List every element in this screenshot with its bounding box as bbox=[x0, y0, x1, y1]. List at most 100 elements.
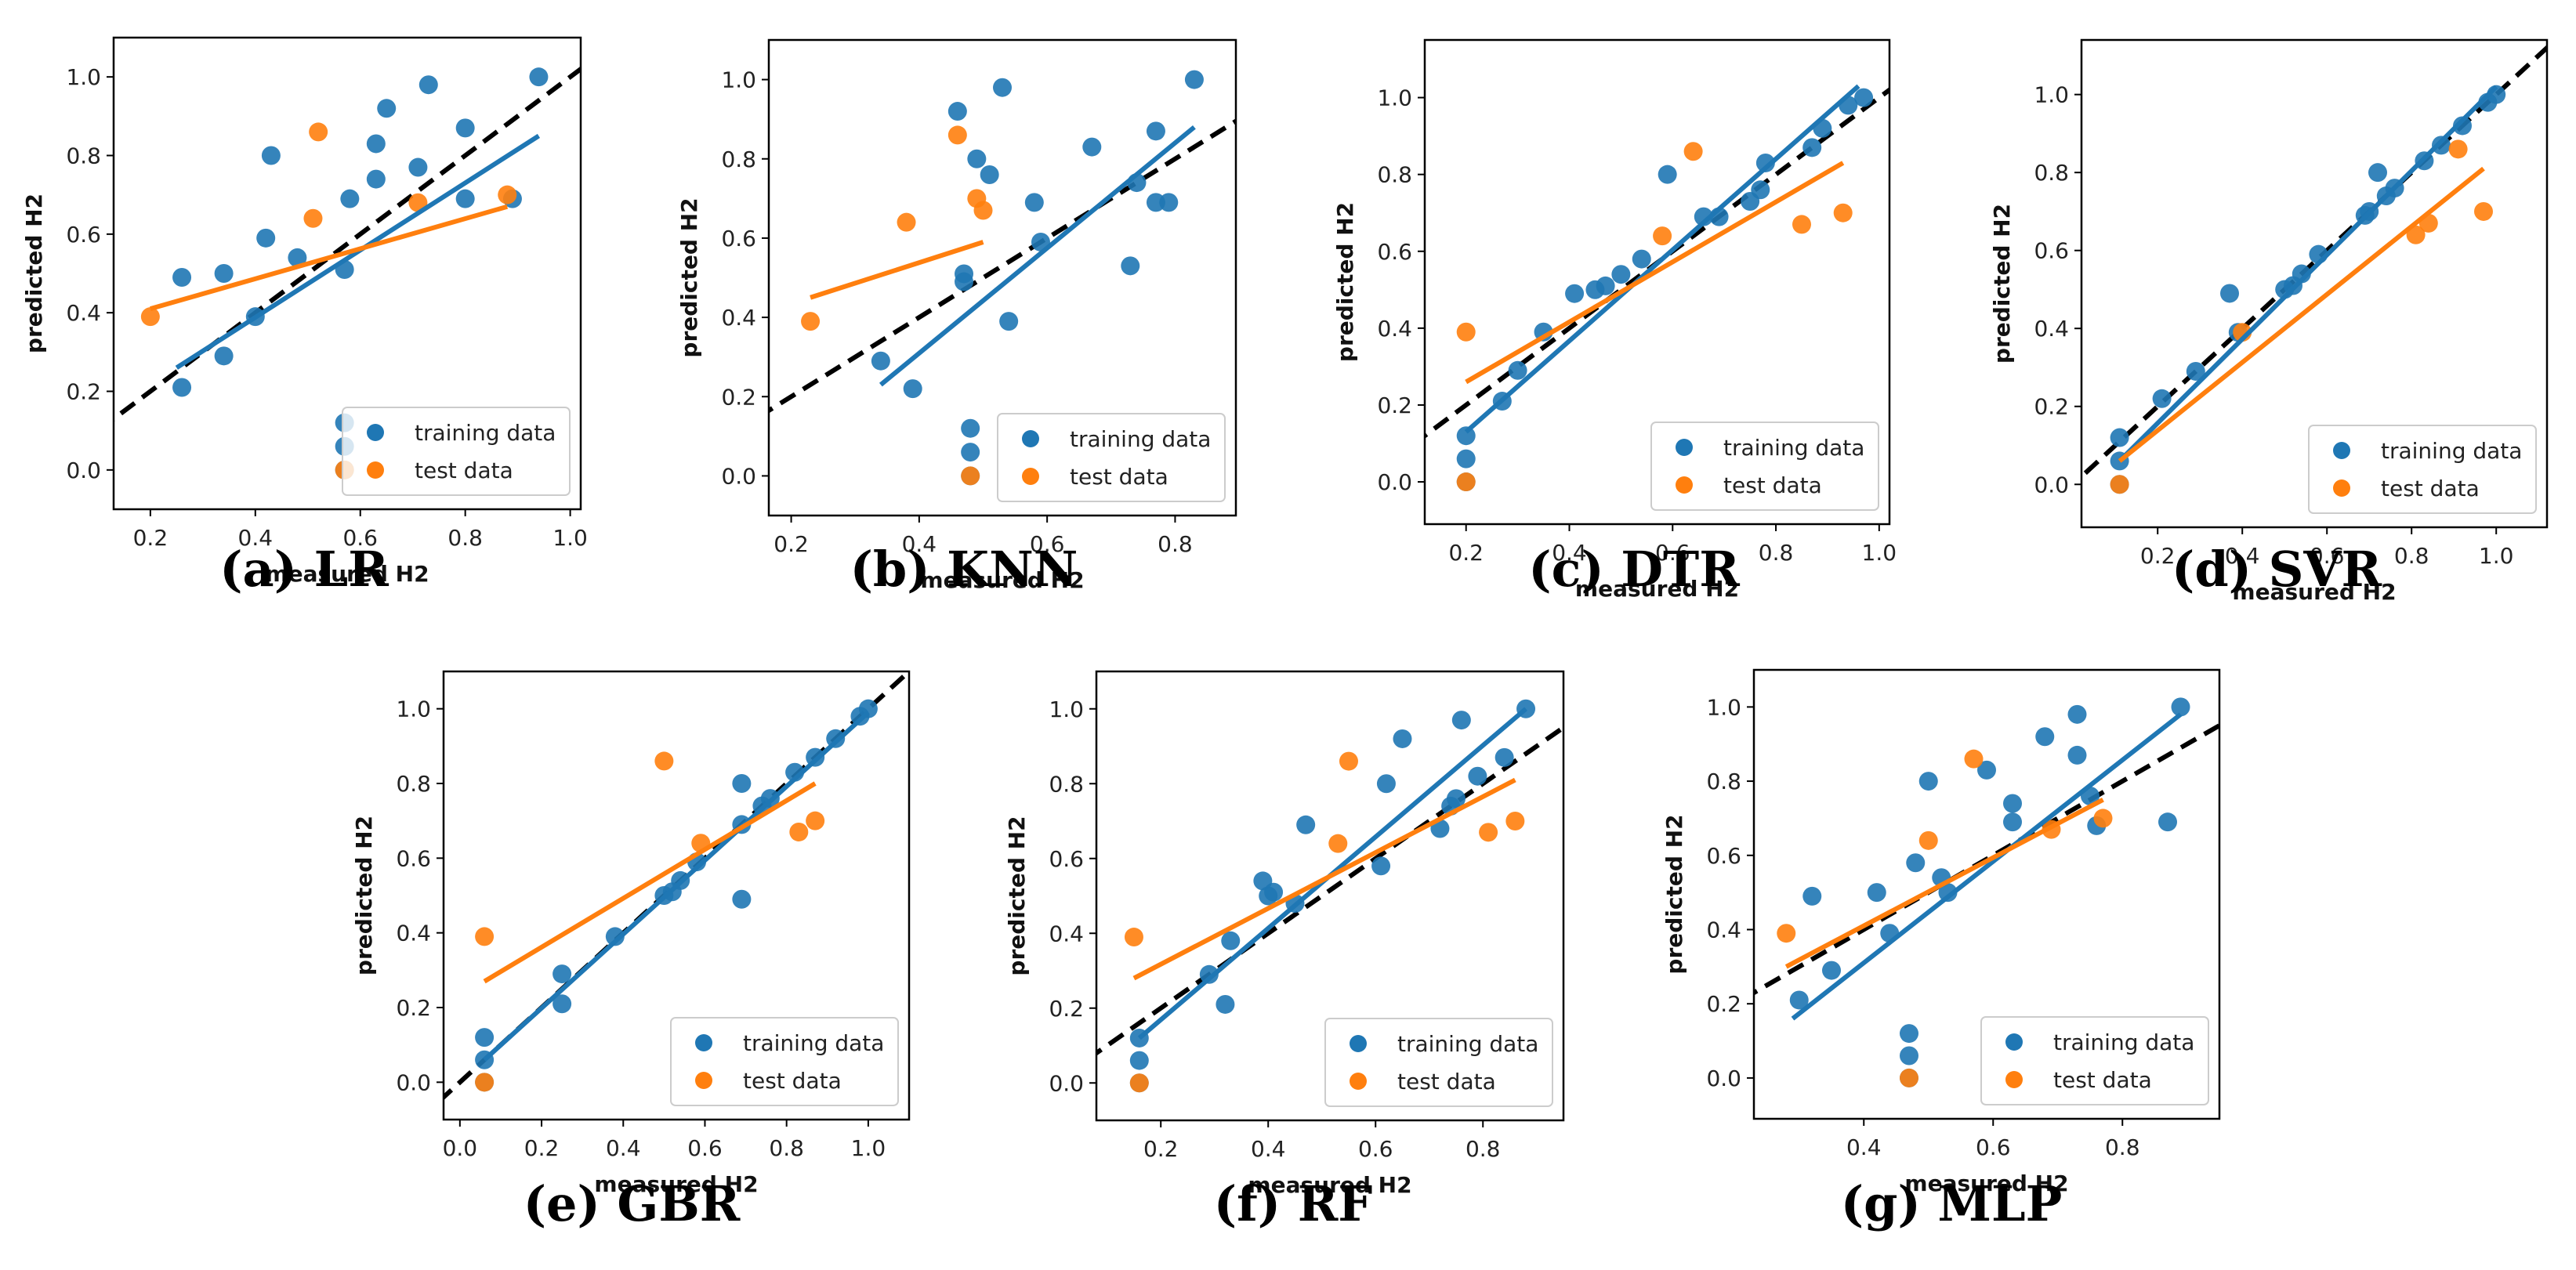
test-point bbox=[1124, 928, 1143, 947]
legend-training-label: training data bbox=[415, 420, 556, 446]
training-point bbox=[2110, 428, 2129, 447]
test-point bbox=[1505, 812, 1525, 830]
x-axis-label: measured H2 bbox=[265, 561, 429, 587]
training-point bbox=[1900, 1046, 1918, 1066]
training-point bbox=[961, 443, 980, 462]
axes-frame bbox=[112, 36, 582, 511]
caption-gbr: (e) GBR bbox=[523, 1175, 741, 1232]
panel-knn: 0.2 0.4 0.6 0.8 0.0 0.2 0.4 0.6 0.8 1.0 measured H… bbox=[676, 38, 1237, 593]
training-point bbox=[732, 889, 752, 909]
axes-frame bbox=[2080, 38, 2549, 529]
x-tick-label: 0.4 bbox=[606, 1135, 641, 1161]
training-point bbox=[1199, 964, 1219, 984]
x-tick-label: 0.6 bbox=[1976, 1134, 2011, 1160]
training-point bbox=[1802, 886, 1822, 906]
legend-test-label: test data bbox=[415, 458, 513, 483]
test-point bbox=[140, 307, 160, 327]
y-tick-label: 0.2 bbox=[2034, 394, 2069, 420]
test-fit-line bbox=[150, 204, 509, 312]
y-tick-label: 0.6 bbox=[1706, 843, 1741, 869]
training-fit-line bbox=[879, 125, 1196, 387]
training-point bbox=[1216, 994, 1235, 1014]
axes-frame bbox=[1752, 668, 2221, 1120]
y-tick-label: 0.0 bbox=[721, 463, 756, 489]
panel-svr: 0.2 0.4 0.6 0.8 1.0 0.0 0.2 0.4 0.6 0.8 1.0 measure… bbox=[1989, 38, 2549, 605]
y-tick-label: 0.6 bbox=[2034, 238, 2069, 264]
test-point bbox=[1683, 142, 1703, 161]
x-tick-label: 0.2 bbox=[524, 1135, 560, 1161]
y-tick-label: 0.6 bbox=[721, 226, 756, 251]
legend-box bbox=[342, 407, 571, 496]
training-point bbox=[408, 157, 428, 177]
legend-training-label: training data bbox=[1070, 426, 1211, 452]
x-tick-label: 0.2 bbox=[1143, 1136, 1179, 1162]
training-point bbox=[967, 149, 987, 168]
y-tick-label: 0.8 bbox=[1377, 162, 1412, 188]
x-tick-label: 0.2 bbox=[2140, 543, 2176, 569]
legend-training-label: training data bbox=[743, 1030, 884, 1056]
training-point bbox=[1121, 256, 1140, 276]
x-tick-label: 1.0 bbox=[1862, 540, 1897, 566]
legend-test-label: test data bbox=[2381, 476, 2480, 501]
training-point bbox=[1918, 772, 1938, 791]
x-tick-label: 0.8 bbox=[447, 525, 483, 551]
training-point bbox=[1755, 153, 1775, 172]
x-axis-label: measured H2 bbox=[1248, 1172, 1411, 1198]
training-point bbox=[2368, 163, 2387, 183]
legend-test-marker bbox=[695, 1072, 712, 1089]
plot-area bbox=[444, 671, 909, 1101]
y-tick-label: 0.8 bbox=[2034, 160, 2069, 186]
training-point bbox=[1854, 88, 1874, 107]
y-axis-label: predicted H2 bbox=[1661, 814, 1687, 974]
test-point bbox=[2110, 475, 2129, 494]
training-point bbox=[1468, 766, 1487, 786]
training-point bbox=[2158, 812, 2177, 832]
training-point bbox=[980, 165, 999, 184]
training-point bbox=[1371, 856, 1391, 876]
training-point bbox=[1900, 1024, 1918, 1044]
y-axis-label: predicted H2 bbox=[351, 816, 377, 975]
legend-box bbox=[670, 1017, 899, 1106]
plot-area bbox=[114, 66, 581, 479]
x-axis-label: measured H2 bbox=[594, 1171, 758, 1197]
legend-box bbox=[1650, 422, 1879, 511]
legend-test-marker bbox=[1022, 468, 1039, 485]
test-point bbox=[2406, 225, 2426, 244]
legend-training-marker bbox=[1022, 430, 1039, 447]
legend-test-marker bbox=[2005, 1071, 2023, 1088]
y-tick-label: 0.0 bbox=[1377, 469, 1412, 495]
x-tick-label: 0.8 bbox=[1759, 540, 1794, 566]
x-tick-label: 0.6 bbox=[1655, 540, 1690, 566]
x-tick-label: 0.4 bbox=[1846, 1134, 1882, 1160]
y-tick-label: 0.2 bbox=[721, 384, 756, 410]
legend-test-label: test data bbox=[2053, 1067, 2152, 1093]
test-fit-line bbox=[2118, 166, 2485, 463]
training-point bbox=[961, 418, 980, 438]
training-point bbox=[2067, 745, 2087, 765]
test-point bbox=[1479, 823, 1498, 842]
training-point bbox=[999, 312, 1019, 331]
x-tick-label: 0.6 bbox=[687, 1135, 723, 1161]
test-fit-line bbox=[1132, 777, 1516, 981]
x-tick-label: 0.4 bbox=[1552, 540, 1587, 566]
test-point bbox=[475, 927, 495, 946]
training-point bbox=[2186, 361, 2205, 381]
y-tick-label: 0.0 bbox=[396, 1069, 431, 1095]
identity-line bbox=[1096, 724, 1563, 1056]
caption-dtr: (c) DTR bbox=[1528, 541, 1740, 598]
legend-test-label: test data bbox=[743, 1068, 842, 1094]
test-point bbox=[1456, 322, 1476, 342]
identity-line bbox=[1425, 87, 1889, 439]
caption-lr: (a) LR bbox=[219, 541, 389, 598]
legend-training-marker bbox=[2005, 1033, 2023, 1051]
training-point bbox=[955, 264, 974, 284]
training-point bbox=[1508, 360, 1527, 380]
training-point bbox=[947, 102, 967, 121]
legend-box bbox=[997, 413, 1226, 502]
training-point bbox=[1296, 815, 1316, 834]
x-axis-label: measured H2 bbox=[1575, 576, 1739, 602]
test-fit-line bbox=[1784, 798, 2104, 969]
training-point bbox=[871, 351, 890, 371]
test-point bbox=[2474, 201, 2493, 221]
